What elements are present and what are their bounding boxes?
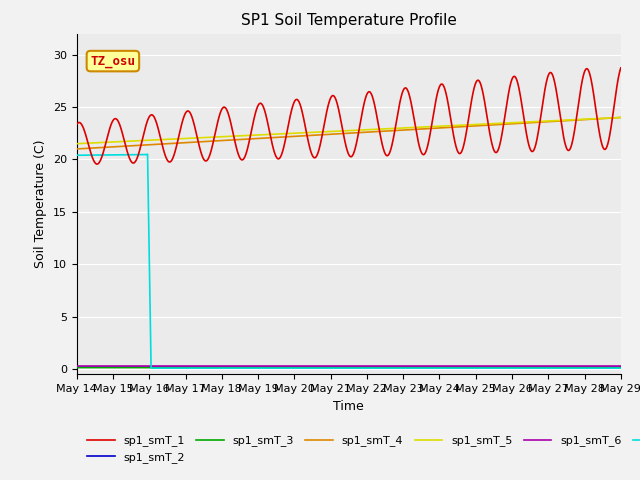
sp1_smT_4	[337, 131, 345, 136]
sp1_smT_6	[501, 363, 509, 369]
Text: TZ_osu: TZ_osu	[90, 55, 136, 68]
sp1_smT_7	[324, 365, 332, 371]
sp1_smT_1	[323, 107, 331, 113]
sp1_smT_7	[338, 365, 346, 371]
sp1_smT_7	[617, 365, 625, 371]
sp1_smT_1	[73, 121, 81, 127]
sp1_smT_1	[502, 110, 509, 116]
sp1_smT_3	[601, 365, 609, 371]
sp1_smT_3	[501, 365, 509, 371]
sp1_smT_6	[617, 363, 625, 369]
sp1_smT_6	[323, 363, 331, 369]
sp1_smT_7	[602, 365, 609, 371]
sp1_smT_6	[100, 363, 108, 369]
sp1_smT_4	[601, 116, 609, 121]
sp1_smT_5	[337, 128, 345, 134]
sp1_smT_3	[337, 365, 345, 371]
sp1_smT_7	[147, 365, 155, 371]
sp1_smT_6	[601, 363, 609, 369]
sp1_smT_3	[617, 365, 625, 371]
Line: sp1_smT_4: sp1_smT_4	[77, 118, 621, 149]
sp1_smT_2	[617, 364, 625, 370]
Legend: sp1_smT_1, sp1_smT_2, sp1_smT_3, sp1_smT_4, sp1_smT_5, sp1_smT_6, sp1_smT_7: sp1_smT_1, sp1_smT_2, sp1_smT_3, sp1_smT…	[83, 431, 640, 468]
sp1_smT_3	[73, 365, 81, 371]
sp1_smT_7	[144, 151, 152, 157]
sp1_smT_2	[601, 364, 609, 370]
sp1_smT_5	[100, 140, 108, 145]
sp1_smT_1	[602, 146, 609, 152]
sp1_smT_5	[617, 115, 625, 120]
sp1_smT_2	[501, 364, 509, 370]
Y-axis label: Soil Temperature (C): Soil Temperature (C)	[35, 140, 47, 268]
sp1_smT_7	[73, 152, 81, 158]
sp1_smT_3	[323, 365, 331, 371]
X-axis label: Time: Time	[333, 400, 364, 413]
sp1_smT_1	[93, 161, 100, 167]
Line: sp1_smT_5: sp1_smT_5	[77, 118, 621, 144]
sp1_smT_2	[100, 364, 108, 370]
Line: sp1_smT_7: sp1_smT_7	[77, 154, 621, 368]
sp1_smT_3	[601, 365, 609, 371]
sp1_smT_1	[601, 146, 609, 152]
sp1_smT_7	[502, 365, 509, 371]
Line: sp1_smT_1: sp1_smT_1	[77, 68, 621, 164]
sp1_smT_2	[601, 364, 609, 370]
sp1_smT_1	[101, 144, 109, 150]
sp1_smT_4	[100, 144, 108, 150]
sp1_smT_2	[73, 364, 81, 370]
sp1_smT_7	[602, 365, 609, 371]
sp1_smT_6	[73, 363, 81, 369]
Title: SP1 Soil Temperature Profile: SP1 Soil Temperature Profile	[241, 13, 457, 28]
sp1_smT_3	[100, 365, 108, 371]
sp1_smT_1	[338, 121, 346, 127]
sp1_smT_5	[501, 120, 509, 126]
sp1_smT_5	[601, 115, 609, 121]
sp1_smT_4	[501, 121, 509, 127]
sp1_smT_5	[73, 141, 81, 146]
sp1_smT_4	[323, 132, 331, 137]
sp1_smT_6	[337, 363, 345, 369]
sp1_smT_2	[337, 364, 345, 370]
sp1_smT_7	[100, 152, 108, 158]
sp1_smT_1	[617, 65, 625, 71]
sp1_smT_4	[73, 146, 81, 152]
sp1_smT_2	[323, 364, 331, 370]
sp1_smT_6	[601, 363, 609, 369]
sp1_smT_4	[617, 115, 625, 120]
sp1_smT_4	[601, 116, 609, 121]
sp1_smT_5	[601, 115, 609, 121]
sp1_smT_5	[323, 129, 331, 134]
